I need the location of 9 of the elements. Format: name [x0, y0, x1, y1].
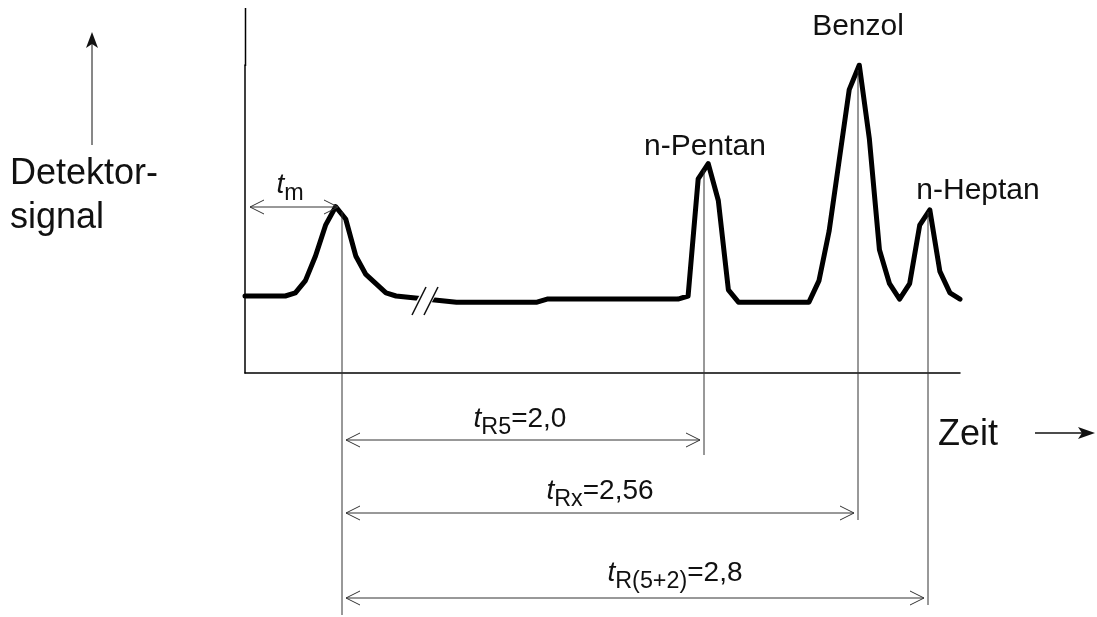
text: Benzol	[812, 8, 904, 42]
annotation: n-Pentan	[644, 128, 766, 162]
text: t$_{R(5+2)}$=2,8	[607, 556, 743, 594]
annotation: n-Heptan	[916, 172, 1040, 206]
annotation: t$_{m}$	[276, 168, 304, 205]
text: t$_{R5}$=2,0	[473, 402, 567, 440]
y-axis-title: Detektor- signal	[10, 150, 159, 238]
text: t$_{Rx}$=2,56	[546, 474, 654, 512]
x-axis-title: Zeit	[938, 412, 999, 454]
